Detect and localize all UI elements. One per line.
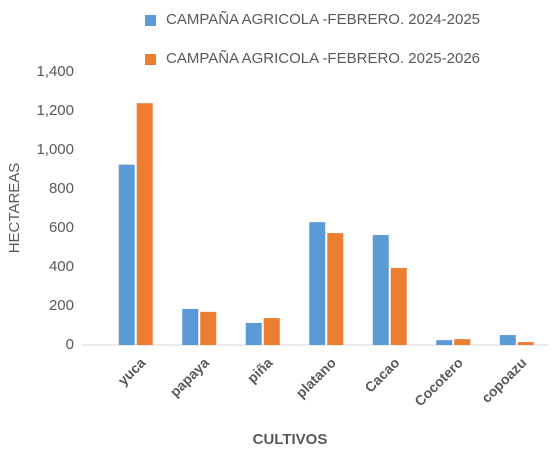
- bar: [182, 308, 199, 345]
- legend-label: CAMPAÑA AGRICOLA -FEBRERO. 2025-2026: [166, 50, 480, 67]
- bar: [499, 335, 516, 345]
- x-tick-label: papaya: [167, 354, 213, 400]
- y-tick-label: 400: [49, 258, 74, 275]
- x-tick-label: Cacao: [361, 354, 402, 395]
- bar: [454, 339, 471, 345]
- x-tick-label: platano: [292, 354, 339, 401]
- bar: [436, 340, 453, 345]
- y-tick-label: 200: [49, 297, 74, 314]
- x-tick-label: Cocotero: [411, 354, 466, 409]
- x-axis-title: CULTIVOS: [253, 431, 328, 448]
- x-tick-label: piña: [244, 354, 276, 386]
- legend-swatch: [145, 15, 156, 26]
- y-axis-title: HECTAREAS: [6, 163, 23, 254]
- y-tick-label: 600: [49, 219, 74, 236]
- bar: [372, 235, 389, 345]
- y-tick-label: 800: [49, 180, 74, 197]
- y-tick-label: 0: [66, 336, 74, 353]
- bar: [390, 267, 407, 345]
- bar: [517, 342, 534, 345]
- bar: [200, 311, 217, 345]
- y-tick-label: 1,400: [36, 63, 74, 80]
- bar: [263, 318, 280, 345]
- x-tick-label: yuca: [115, 354, 149, 388]
- legend-label: CAMPAÑA AGRICOLA -FEBRERO. 2024-2025: [166, 11, 480, 28]
- bar: [136, 103, 153, 345]
- x-tick-label: copoazu: [478, 354, 529, 405]
- y-tick-label: 1,000: [36, 141, 74, 158]
- bar: [327, 233, 344, 345]
- bar: [309, 222, 326, 345]
- y-tick-label: 1,200: [36, 102, 74, 119]
- legend-swatch: [145, 54, 156, 65]
- bar: [118, 164, 135, 345]
- bar: [245, 322, 262, 345]
